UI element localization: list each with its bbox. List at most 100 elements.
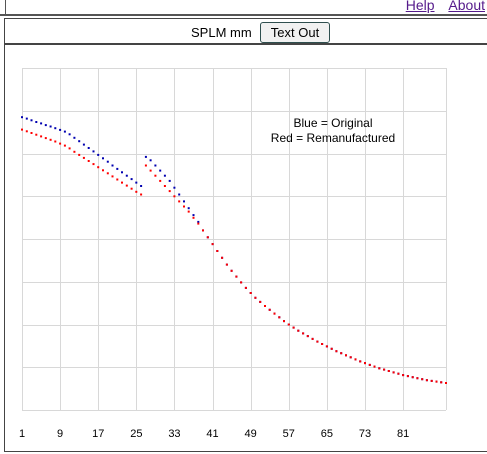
point-remanufactured: [121, 181, 123, 184]
point-remanufactured: [21, 128, 23, 131]
point-remanufactured: [44, 137, 47, 140]
x-tick-label: 41: [206, 428, 218, 440]
point-remanufactured: [340, 352, 343, 355]
point-original: [116, 167, 119, 170]
point-remanufactured: [111, 175, 114, 178]
about-link[interactable]: About: [448, 0, 485, 13]
point-remanufactured: [40, 135, 43, 138]
point-remanufactured: [216, 250, 219, 252]
point-remanufactured: [35, 133, 38, 136]
x-tick-label: 49: [245, 428, 257, 440]
point-remanufactured: [368, 363, 371, 366]
point-remanufactured: [163, 185, 166, 187]
point-remanufactured: [49, 138, 52, 141]
x-tick-labels: 1 9 17 25 33 41 49 57 65 73 81: [19, 428, 409, 440]
point-original: [106, 160, 109, 163]
point-original: [140, 185, 143, 187]
top-link-bar: Help About: [0, 0, 487, 16]
point-original: [149, 159, 152, 162]
point-remanufactured: [316, 340, 319, 343]
point-remanufactured: [387, 370, 390, 372]
point-original: [178, 193, 181, 196]
point-original: [102, 157, 104, 160]
point-remanufactured: [259, 300, 262, 303]
point-original: [44, 124, 47, 127]
chart-panel: SPLM mm Text Out: [4, 18, 487, 452]
point-original: [68, 133, 71, 136]
point-original: [59, 128, 62, 131]
point-remanufactured: [406, 375, 409, 378]
point-remanufactured: [30, 132, 33, 134]
point-original: [130, 178, 133, 181]
x-tick-label: 65: [321, 428, 333, 440]
point-remanufactured: [230, 269, 233, 272]
point-remanufactured: [345, 354, 347, 357]
point-remanufactured: [154, 174, 157, 177]
point-remanufactured: [440, 381, 443, 384]
x-tick-label: 9: [57, 428, 63, 440]
point-remanufactured: [287, 323, 290, 326]
point-remanufactured: [244, 286, 247, 289]
point-remanufactured: [78, 153, 81, 156]
point-remanufactured: [235, 275, 238, 278]
point-remanufactured: [116, 178, 119, 181]
point-original: [92, 150, 95, 153]
point-remanufactured: [359, 360, 362, 363]
point-original: [111, 164, 114, 167]
point-original: [82, 143, 85, 146]
point-remanufactured: [264, 305, 266, 307]
point-remanufactured: [349, 356, 352, 359]
point-remanufactured: [206, 236, 209, 239]
point-original: [49, 125, 52, 128]
point-remanufactured: [445, 382, 447, 384]
x-tick-label: 33: [168, 428, 180, 440]
point-remanufactured: [249, 292, 252, 294]
point-remanufactured: [173, 195, 176, 198]
point-remanufactured: [221, 256, 224, 259]
point-original: [144, 155, 147, 158]
point-remanufactured: [25, 130, 28, 133]
point-remanufactured: [402, 374, 405, 377]
point-original: [25, 117, 28, 120]
point-remanufactured: [297, 329, 300, 332]
x-tick-label: 25: [130, 428, 142, 440]
point-remanufactured: [125, 184, 128, 187]
point-original: [168, 179, 171, 182]
point-original: [78, 140, 81, 143]
point-remanufactured: [392, 371, 395, 374]
point-remanufactured: [321, 343, 324, 345]
help-link[interactable]: Help: [405, 0, 435, 13]
point-original: [97, 153, 100, 156]
point-remanufactured: [178, 200, 181, 203]
point-original: [125, 174, 128, 177]
point-remanufactured: [354, 358, 357, 361]
point-original: [163, 174, 166, 177]
point-remanufactured: [159, 179, 162, 182]
point-remanufactured: [254, 296, 257, 299]
point-remanufactured: [211, 243, 214, 246]
point-remanufactured: [140, 193, 143, 196]
x-tick-label: 1: [19, 428, 25, 440]
point-remanufactured: [73, 150, 76, 153]
point-original: [73, 136, 76, 139]
point-remanufactured: [383, 368, 386, 371]
point-original: [21, 116, 23, 119]
point-remanufactured: [430, 379, 433, 382]
point-original: [54, 127, 57, 130]
point-original: [121, 171, 123, 174]
text-out-button[interactable]: Text Out: [260, 22, 330, 43]
point-original: [187, 207, 190, 210]
chart-grid: [22, 68, 447, 411]
chart-toolbar: SPLM mm Text Out: [5, 19, 487, 45]
point-remanufactured: [97, 166, 100, 169]
point-remanufactured: [240, 281, 243, 284]
chart-points: [21, 116, 447, 384]
point-original: [159, 169, 162, 172]
point-remanufactured: [130, 187, 133, 190]
point-remanufactured: [306, 335, 309, 338]
top-links: Help About: [396, 0, 485, 13]
point-remanufactured: [397, 372, 400, 375]
point-remanufactured: [63, 144, 66, 147]
point-remanufactured: [335, 350, 338, 353]
point-original: [192, 214, 195, 217]
